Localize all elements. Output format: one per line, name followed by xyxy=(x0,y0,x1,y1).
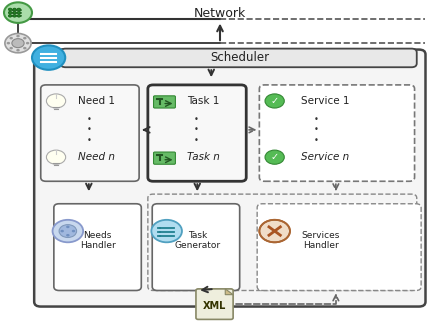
FancyBboxPatch shape xyxy=(60,49,417,67)
Circle shape xyxy=(8,8,12,11)
Circle shape xyxy=(16,49,20,52)
Text: Service 1: Service 1 xyxy=(301,96,349,106)
Circle shape xyxy=(7,42,10,44)
Circle shape xyxy=(5,33,31,53)
Circle shape xyxy=(11,12,14,14)
Circle shape xyxy=(23,37,26,40)
Text: Task n: Task n xyxy=(187,152,220,162)
Circle shape xyxy=(17,8,21,11)
Circle shape xyxy=(32,45,65,70)
Text: XML: XML xyxy=(203,301,226,311)
Circle shape xyxy=(66,226,70,228)
Text: Need 1: Need 1 xyxy=(78,96,115,106)
Circle shape xyxy=(52,220,83,242)
Polygon shape xyxy=(225,289,233,295)
Circle shape xyxy=(9,37,13,40)
Circle shape xyxy=(265,150,284,164)
Text: Needs
Handler: Needs Handler xyxy=(80,231,115,250)
Circle shape xyxy=(19,15,22,17)
Text: Network: Network xyxy=(194,7,246,20)
Circle shape xyxy=(19,9,22,11)
Circle shape xyxy=(23,47,26,50)
Circle shape xyxy=(66,234,70,237)
Circle shape xyxy=(11,9,14,11)
Text: •
•
•: • • • xyxy=(86,115,91,145)
Circle shape xyxy=(4,2,32,23)
Circle shape xyxy=(12,39,24,48)
FancyBboxPatch shape xyxy=(196,289,233,319)
FancyBboxPatch shape xyxy=(34,50,425,307)
Circle shape xyxy=(13,11,16,14)
Text: Service n: Service n xyxy=(301,152,349,162)
Circle shape xyxy=(16,35,20,37)
Circle shape xyxy=(59,225,77,237)
Circle shape xyxy=(17,15,21,17)
FancyBboxPatch shape xyxy=(41,85,139,181)
Circle shape xyxy=(13,15,16,17)
Circle shape xyxy=(15,12,18,14)
Text: Services
Handler: Services Handler xyxy=(301,231,340,250)
Text: •
•
•: • • • xyxy=(314,115,319,145)
Circle shape xyxy=(15,15,18,17)
FancyBboxPatch shape xyxy=(154,152,176,164)
Circle shape xyxy=(11,15,14,17)
Circle shape xyxy=(15,9,18,11)
Text: ✓: ✓ xyxy=(271,152,279,162)
Text: •
•
•: • • • xyxy=(194,115,198,145)
Circle shape xyxy=(13,8,16,11)
Circle shape xyxy=(259,220,290,242)
Circle shape xyxy=(47,150,66,164)
FancyBboxPatch shape xyxy=(54,204,141,291)
FancyBboxPatch shape xyxy=(148,85,246,181)
FancyBboxPatch shape xyxy=(259,85,414,181)
Circle shape xyxy=(9,47,13,50)
Circle shape xyxy=(60,230,64,232)
Text: ✓: ✓ xyxy=(271,96,279,106)
Circle shape xyxy=(72,230,75,232)
Text: Need n: Need n xyxy=(78,152,115,162)
Circle shape xyxy=(47,94,66,108)
Circle shape xyxy=(17,11,21,14)
FancyBboxPatch shape xyxy=(152,204,240,291)
FancyBboxPatch shape xyxy=(154,96,176,108)
Circle shape xyxy=(151,220,182,242)
FancyBboxPatch shape xyxy=(257,204,421,291)
Circle shape xyxy=(8,15,12,17)
Circle shape xyxy=(19,12,22,14)
Circle shape xyxy=(26,42,29,44)
Circle shape xyxy=(8,11,12,14)
Circle shape xyxy=(265,94,284,108)
Text: Task
Generator: Task Generator xyxy=(174,231,220,250)
Text: Scheduler: Scheduler xyxy=(210,52,269,64)
Text: Task 1: Task 1 xyxy=(187,96,220,106)
